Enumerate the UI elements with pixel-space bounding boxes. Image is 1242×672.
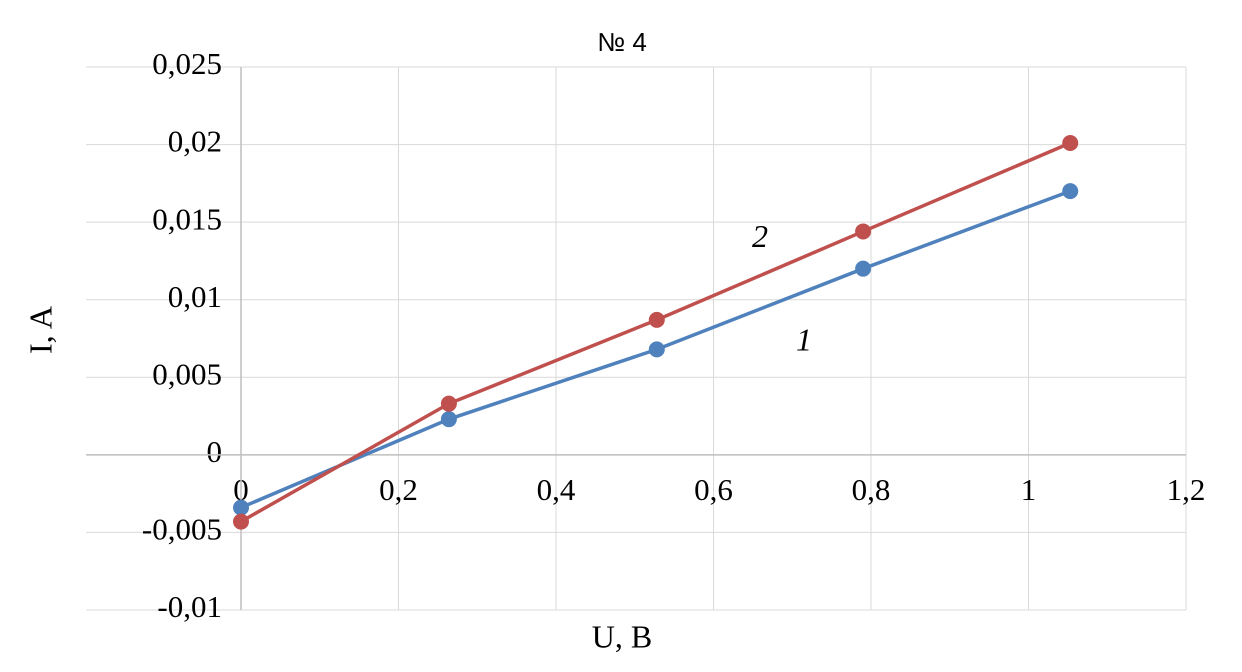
y-axis-label: I, A	[22, 306, 58, 354]
y-tick-label: 0,02	[168, 124, 222, 159]
data-point	[440, 411, 457, 428]
y-tick-label: 0,025	[152, 46, 222, 81]
data-point	[855, 223, 872, 240]
x-axis-label: U, B	[592, 618, 652, 654]
x-tick-label: 0,6	[694, 472, 733, 507]
y-tick-label: 0,01	[168, 279, 222, 314]
data-point	[648, 341, 665, 358]
data-point	[648, 311, 665, 328]
x-tick-label: 0,8	[852, 472, 891, 507]
x-tick-label: 0,2	[379, 472, 418, 507]
x-tick-label: 0,4	[537, 472, 576, 507]
y-tick-label: 0,005	[152, 356, 222, 391]
series-label: 1	[796, 321, 812, 357]
y-tick-label: 0,015	[152, 201, 222, 236]
data-point	[1062, 135, 1079, 152]
data-point	[233, 499, 249, 516]
y-tick-label: -0,005	[142, 512, 222, 547]
data-point	[855, 260, 872, 277]
data-point	[440, 395, 457, 412]
series-label: 2	[752, 218, 768, 254]
data-point	[1062, 183, 1079, 200]
x-tick-label: 1,2	[1167, 472, 1206, 507]
y-tick-label: -0,01	[157, 589, 222, 624]
data-point	[233, 513, 249, 530]
chart-title: № 4	[597, 27, 647, 57]
series-line	[240, 141, 1071, 524]
x-tick-label: 1	[1021, 472, 1037, 507]
y-tick-label: 0	[207, 434, 223, 469]
